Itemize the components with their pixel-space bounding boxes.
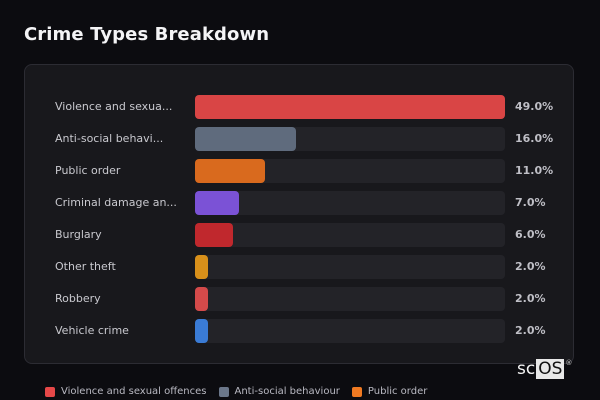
- bar-row[interactable]: Violence and sexua... 49.0%: [25, 95, 573, 119]
- legend-label: Public order: [367, 386, 428, 397]
- bar-label: Robbery: [55, 292, 101, 305]
- bar-track: [195, 319, 505, 343]
- bar-track: [195, 287, 505, 311]
- bar-label: Public order: [55, 164, 121, 177]
- logo-os: OS: [536, 359, 565, 379]
- bar-fill[interactable]: [195, 287, 208, 311]
- bar-fill[interactable]: [195, 95, 505, 119]
- legend-swatch-icon: [45, 386, 55, 397]
- legend-swatch-icon: [351, 386, 362, 397]
- legend-item[interactable]: Public order: [351, 386, 428, 397]
- bar-label: Criminal damage an...: [55, 196, 177, 209]
- legend: Violence and sexual offences Anti-social…: [45, 386, 439, 397]
- bar-value: 6.0%: [515, 228, 546, 241]
- bar-label: Burglary: [55, 228, 102, 241]
- bar-track: [195, 95, 505, 119]
- bar-row[interactable]: Anti-social behavi... 16.0%: [25, 127, 573, 151]
- bar-track: [195, 127, 505, 151]
- bar-value: 7.0%: [515, 196, 546, 209]
- bar-fill[interactable]: [195, 319, 208, 343]
- legend-item[interactable]: Anti-social behaviour: [218, 386, 340, 397]
- bar-value: 2.0%: [515, 260, 546, 273]
- bar-fill[interactable]: [195, 127, 297, 151]
- bar-fill[interactable]: [195, 159, 265, 183]
- bar-row[interactable]: Burglary 6.0%: [25, 223, 573, 247]
- bar-row[interactable]: Public order 11.0%: [25, 159, 573, 183]
- logo-sc: sc: [517, 359, 536, 379]
- bar-label: Anti-social behavi...: [55, 132, 164, 145]
- legend-label: Anti-social behaviour: [234, 386, 340, 397]
- bar-track: [195, 223, 505, 247]
- bar-value: 49.0%: [515, 100, 554, 113]
- bar-row[interactable]: Robbery 2.0%: [25, 287, 573, 311]
- legend-label: Violence and sexual offences: [61, 386, 207, 397]
- bar-row[interactable]: Vehicle crime 2.0%: [25, 319, 573, 343]
- scos-logo: sc OS ®: [517, 359, 572, 379]
- bar-fill[interactable]: [195, 191, 240, 215]
- bar-track: [195, 255, 505, 279]
- chart-card: Violence and sexua... 49.0% Anti-social be…: [24, 64, 574, 364]
- bar-label: Violence and sexua...: [55, 100, 173, 113]
- bar-value: 2.0%: [515, 324, 546, 337]
- bar-track: [195, 159, 505, 183]
- bar-row[interactable]: Other theft 2.0%: [25, 255, 573, 279]
- bar-value: 11.0%: [515, 164, 554, 177]
- legend-item[interactable]: Violence and sexual offences: [45, 386, 207, 397]
- bar-value: 16.0%: [515, 132, 554, 145]
- bar-fill[interactable]: [195, 255, 208, 279]
- bar-row[interactable]: Criminal damage an... 7.0%: [25, 191, 573, 215]
- bar-value: 2.0%: [515, 292, 546, 305]
- legend-swatch-icon: [218, 386, 229, 397]
- bar-fill[interactable]: [195, 223, 233, 247]
- bar-label: Vehicle crime: [55, 324, 129, 337]
- registered-icon: ®: [565, 359, 573, 367]
- chart-title: Crime Types Breakdown: [24, 24, 270, 45]
- bar-track: [195, 191, 505, 215]
- bar-label: Other theft: [55, 260, 116, 273]
